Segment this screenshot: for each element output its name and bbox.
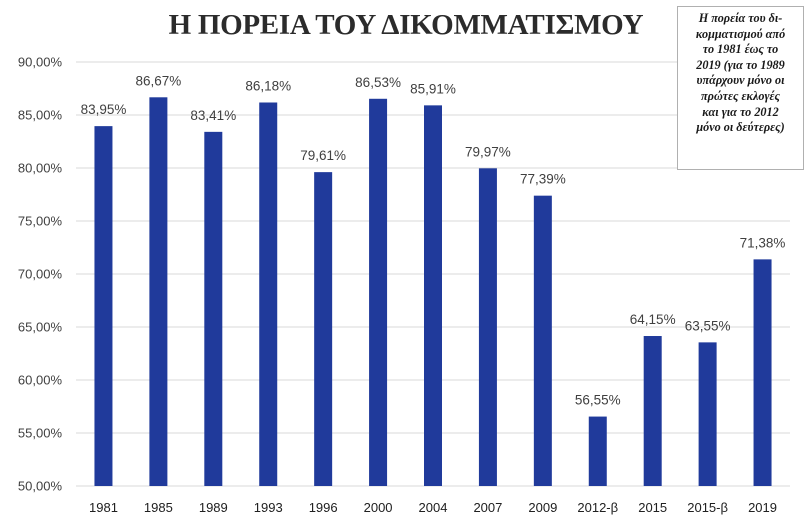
x-tick-label-2009: 2009 — [528, 500, 557, 515]
y-tick-label-8: 90,00% — [18, 55, 63, 70]
bar-1993 — [259, 102, 278, 486]
y-axis-ticks: 50,00% 55,00% 60,00% 65,00% 70,00% 75,00% 80,0… — [18, 55, 63, 494]
data-label-2004: 85,91% — [410, 81, 456, 96]
x-tick-label-2012-β: 2012-β — [577, 500, 618, 515]
x-tick-label-1996: 1996 — [309, 500, 338, 515]
bars — [94, 97, 772, 487]
bar-1996 — [314, 172, 333, 486]
bar-2015 — [643, 336, 662, 486]
y-tick-label-0: 50,00% — [18, 479, 63, 494]
bar-2015-β — [698, 342, 717, 486]
bar-2012-β — [588, 416, 607, 486]
x-tick-label-2015-β: 2015-β — [687, 500, 728, 515]
data-label-2009: 77,39% — [520, 172, 566, 187]
data-label-1996: 79,61% — [300, 148, 346, 163]
chart-title: Η ΠΟΡΕΙΑ ΤΟΥ ΔΙΚΟΜΜΑΤΙΣΜΟΥ — [169, 9, 644, 41]
annotation-box: Η πορεία του δι- κομματισμού από το 1981… — [677, 6, 804, 170]
y-tick-label-3: 65,00% — [18, 320, 63, 335]
x-tick-label-1985: 1985 — [144, 500, 173, 515]
data-labels: 83,95% 86,67% 83,41% 86,18% 79,61% 86,53% 85,9… — [81, 73, 786, 407]
data-label-1993: 86,18% — [245, 78, 291, 93]
bar-2019 — [753, 259, 772, 486]
data-label-2007: 79,97% — [465, 144, 511, 159]
data-label-2000: 86,53% — [355, 75, 401, 90]
x-tick-label-2015: 2015 — [638, 500, 667, 515]
y-tick-label-6: 80,00% — [18, 161, 63, 176]
x-tick-label-2007: 2007 — [473, 500, 502, 515]
x-tick-label-2019: 2019 — [748, 500, 777, 515]
x-tick-label-2004: 2004 — [419, 500, 448, 515]
data-label-2015: 64,15% — [630, 312, 676, 327]
bar-1985 — [149, 97, 168, 486]
data-label-2012-β: 56,55% — [575, 393, 621, 408]
bar-1989 — [204, 131, 223, 486]
x-tick-label-1981: 1981 — [89, 500, 118, 515]
bar-2000 — [369, 98, 388, 487]
data-label-1981: 83,95% — [81, 102, 127, 117]
data-label-1985: 86,67% — [135, 73, 181, 88]
x-axis-ticks: 1981 1985 1989 1993 1996 2000 2004 2007 2009 2012… — [89, 500, 777, 515]
bar-2007 — [478, 168, 497, 486]
data-label-1989: 83,41% — [190, 108, 236, 123]
bar-2009 — [533, 195, 552, 486]
y-tick-label-5: 75,00% — [18, 214, 63, 229]
y-tick-label-7: 85,00% — [18, 108, 63, 123]
x-tick-label-2000: 2000 — [364, 500, 393, 515]
y-tick-label-4: 70,00% — [18, 267, 63, 282]
y-tick-label-1: 55,00% — [18, 426, 63, 441]
data-label-2015-β: 63,55% — [685, 318, 731, 333]
x-tick-label-1993: 1993 — [254, 500, 283, 515]
data-label-2019: 71,38% — [740, 235, 786, 250]
x-tick-label-1989: 1989 — [199, 500, 228, 515]
y-tick-label-2: 60,00% — [18, 373, 63, 388]
bar-1981 — [94, 126, 113, 486]
bar-2004 — [424, 105, 442, 486]
